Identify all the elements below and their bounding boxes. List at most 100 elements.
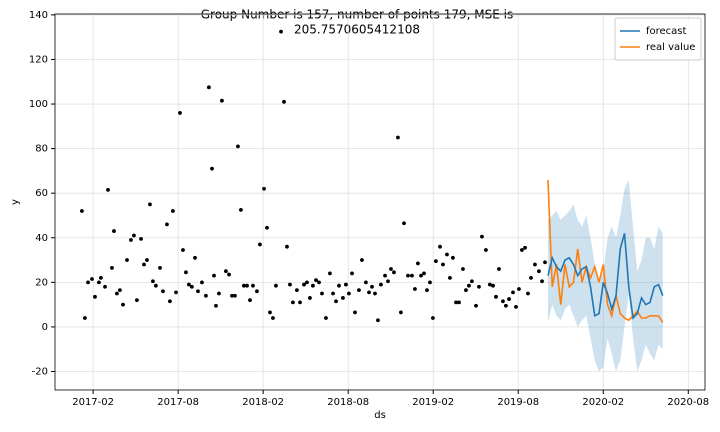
- data-point: [317, 280, 321, 285]
- data-point: [537, 269, 541, 274]
- data-point: [181, 248, 185, 252]
- x-tick-label: 2020-02: [582, 397, 624, 408]
- data-point: [526, 291, 530, 296]
- data-point: [434, 259, 438, 264]
- data-point: [533, 262, 537, 267]
- data-point: [529, 275, 533, 280]
- data-point: [206, 85, 211, 90]
- data-point: [451, 255, 455, 260]
- data-point: [268, 310, 272, 315]
- data-point: [320, 291, 324, 296]
- data-point: [461, 267, 465, 271]
- data-point: [441, 262, 445, 267]
- y-tick-label: 80: [35, 144, 48, 155]
- data-point: [364, 280, 368, 285]
- data-point: [129, 238, 133, 242]
- data-point: [480, 234, 484, 239]
- data-point: [501, 299, 505, 304]
- data-point: [210, 166, 214, 171]
- data-point: [353, 310, 357, 315]
- data-point: [514, 304, 518, 309]
- data-point: [265, 225, 269, 230]
- data-point: [158, 265, 162, 270]
- data-point: [467, 283, 471, 288]
- data-point: [214, 303, 218, 308]
- data-point: [165, 222, 169, 227]
- series-line: [547, 233, 664, 320]
- data-point: [494, 294, 498, 299]
- data-point: [151, 279, 155, 284]
- data-point: [410, 273, 414, 278]
- data-point: [517, 287, 521, 291]
- chart-title: 205.7570605412108: [294, 23, 420, 37]
- data-point: [428, 280, 432, 285]
- data-point: [142, 262, 146, 267]
- data-point: [230, 293, 234, 298]
- data-point: [399, 310, 403, 315]
- y-tick-label: -20: [32, 367, 48, 378]
- x-tick-label: 2019-02: [412, 397, 454, 408]
- data-point: [125, 258, 129, 262]
- data-point: [416, 261, 420, 266]
- data-point: [540, 279, 544, 284]
- data-point: [217, 291, 221, 296]
- data-point: [204, 293, 208, 298]
- y-tick-label: 120: [29, 54, 48, 65]
- y-axis-label: y: [10, 199, 21, 205]
- data-point: [314, 278, 318, 283]
- data-point: [255, 289, 259, 294]
- data-point: [227, 272, 231, 277]
- data-point: [220, 98, 224, 103]
- data-point: [487, 282, 492, 287]
- data-point: [311, 283, 315, 288]
- plot-frame: [54, 13, 706, 391]
- x-tick-label: 2017-02: [72, 397, 114, 408]
- data-point: [121, 302, 125, 307]
- data-point: [271, 316, 275, 320]
- data-point: [174, 290, 178, 295]
- data-point: [523, 245, 527, 250]
- data-point: [241, 283, 246, 288]
- data-point: [396, 135, 400, 140]
- data-point: [279, 29, 283, 34]
- data-point: [196, 289, 200, 294]
- data-point: [248, 298, 252, 303]
- x-axis-label: ds: [374, 410, 386, 421]
- data-point: [454, 300, 458, 305]
- x-tick-label: 2017-08: [157, 397, 199, 408]
- data-point: [80, 209, 84, 213]
- data-point: [233, 293, 237, 298]
- data-point: [389, 267, 393, 271]
- data-point: [223, 269, 228, 274]
- legend-label: real value: [646, 42, 695, 53]
- data-point: [189, 284, 194, 289]
- x-tick-label: 2019-08: [497, 397, 539, 408]
- data-point: [99, 275, 103, 280]
- y-tick-label: 60: [35, 188, 48, 199]
- data-point: [285, 244, 289, 249]
- data-point: [504, 303, 508, 308]
- data-point: [170, 209, 175, 213]
- data-point: [331, 291, 335, 296]
- data-point: [324, 316, 328, 320]
- data-point: [445, 252, 449, 257]
- data-point: [212, 273, 216, 278]
- data-point: [274, 283, 278, 288]
- data-point: [484, 248, 488, 252]
- data-point: [106, 187, 110, 192]
- data-point: [82, 316, 87, 320]
- data-point: [392, 270, 396, 275]
- data-point: [520, 248, 524, 252]
- data-point: [464, 288, 468, 293]
- data-point: [360, 258, 364, 262]
- data-point: [291, 300, 295, 305]
- data-point: [139, 236, 143, 241]
- data-point: [288, 282, 292, 287]
- data-point: [153, 283, 158, 288]
- data-point: [350, 271, 354, 276]
- series-line: [547, 179, 664, 323]
- data-point: [132, 233, 136, 238]
- data-point: [294, 288, 299, 293]
- data-point: [251, 283, 255, 288]
- data-point: [413, 287, 417, 291]
